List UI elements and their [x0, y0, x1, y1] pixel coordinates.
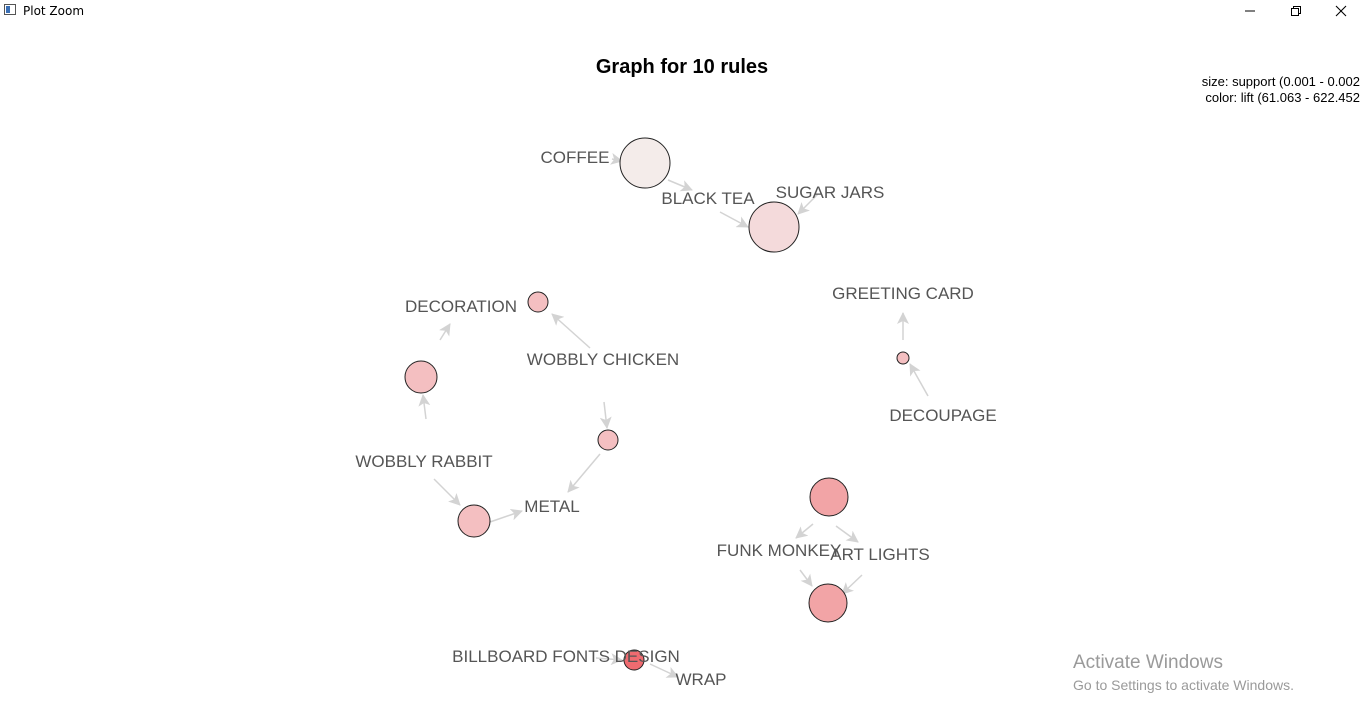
rule-edge [909, 363, 929, 397]
item-labels: COFFEE BLACK TEA SUGAR JARS DECORATION W… [355, 148, 996, 689]
item-label-coffee: COFFEE [541, 148, 610, 167]
title-bar: Plot Zoom [0, 0, 1360, 22]
plot-area: Graph for 10 rules size: support (0.001 … [0, 22, 1360, 718]
activation-watermark: Activate Windows Go to Settings to activ… [1073, 652, 1294, 693]
window-title: Plot Zoom [23, 4, 85, 18]
rule-edge [551, 313, 591, 349]
watermark-title: Activate Windows [1073, 652, 1223, 673]
item-label-wrap: WRAP [676, 670, 727, 689]
rule-node [527, 291, 549, 313]
item-label-decoration: DECORATION [405, 297, 517, 316]
rule-node [809, 477, 849, 517]
rule-edge [649, 663, 679, 678]
close-icon [1335, 5, 1347, 17]
rule-node [597, 429, 619, 451]
item-label-billboard-fonts-design: BILLBOARD FONTS DESIGN [452, 647, 680, 666]
rule-edge [667, 179, 693, 192]
rule-node [404, 360, 438, 394]
rule-edge [797, 193, 819, 215]
item-label-metal: METAL [524, 497, 579, 516]
rule-edge [599, 401, 612, 429]
app-icon [4, 4, 16, 15]
item-label-wobbly-rabbit: WOBBLY RABBIT [355, 452, 492, 471]
close-button[interactable] [1318, 0, 1360, 22]
rule-graph: COFFEE BLACK TEA SUGAR JARS DECORATION W… [355, 137, 997, 689]
plot-title: Graph for 10 rules [595, 56, 769, 78]
rule-node [748, 201, 800, 253]
restore-icon [1291, 6, 1301, 16]
item-label-decoupage: DECOUPAGE [889, 406, 996, 425]
rule-edge [719, 211, 749, 228]
rule-edge [418, 394, 431, 420]
rule-edge [567, 453, 601, 493]
restore-button[interactable] [1273, 0, 1319, 22]
minimize-icon [1245, 10, 1255, 12]
rule-node [896, 351, 910, 365]
legend-size: size: support (0.001 - 0.002 [1201, 74, 1360, 89]
item-label-black-tea: BLACK TEA [661, 189, 755, 208]
legend: size: support (0.001 - 0.002 color: lift… [1140, 74, 1360, 106]
rule-node [623, 649, 645, 671]
item-label-sugar-jars: SUGAR JARS [776, 183, 885, 202]
rule-edge [433, 478, 461, 506]
minimize-button[interactable] [1227, 0, 1273, 22]
rule-edge [841, 574, 863, 595]
rule-edge [799, 569, 813, 587]
rule-node [808, 583, 848, 623]
item-label-wobbly-chicken: WOBBLY CHICKEN [527, 350, 679, 369]
item-label-greeting-card: GREETING CARD [832, 284, 974, 303]
item-label-funk-monkey: FUNK MONKEY [717, 541, 842, 560]
edges [418, 152, 929, 678]
rule-edge [835, 525, 859, 543]
rule-node [457, 504, 491, 538]
rule-edge [795, 523, 814, 539]
legend-color: color: lift (61.063 - 622.452 [1205, 90, 1360, 105]
item-label-art-lights: ART LIGHTS [830, 545, 930, 564]
rule-edge [439, 323, 451, 341]
rule-nodes [404, 137, 910, 671]
rule-node [619, 137, 671, 189]
rule-edge [489, 508, 523, 523]
watermark-subtitle: Go to Settings to activate Windows. [1073, 677, 1294, 693]
rule-edge [595, 653, 623, 666]
